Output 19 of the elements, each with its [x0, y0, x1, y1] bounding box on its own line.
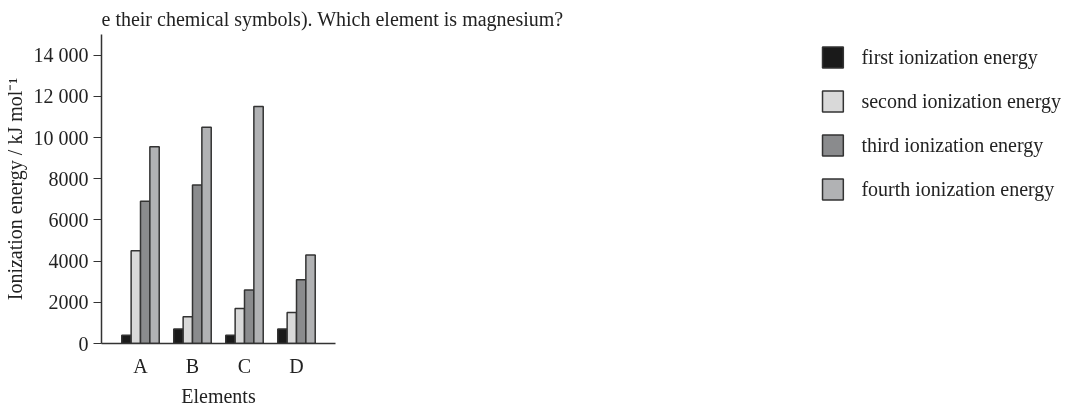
x-tick-label: C	[237, 354, 252, 377]
y-tick-label: 0	[78, 332, 89, 355]
legend-label: first ionization energy	[861, 45, 1038, 69]
y-tick-label: 14 000	[33, 44, 89, 67]
x-tick-label: D	[289, 354, 304, 377]
y-tick-label: 10 000	[33, 126, 89, 149]
y-tick-label: 4000	[48, 250, 89, 273]
legend-label: third ionization energy	[861, 133, 1044, 157]
x-axis-title: Elements	[181, 384, 256, 407]
y-tick-label: 8000	[48, 167, 89, 190]
y-tick-label: 6000	[48, 208, 89, 231]
legend-label: second ionization energy	[861, 89, 1061, 113]
y-tick-label: 12 000	[33, 85, 89, 108]
x-tick-label: B	[185, 354, 200, 377]
y-axis-title: Ionization energy / kJ mol⁻¹	[3, 77, 27, 301]
text: e their chemical symbols). Which element is magnesium?	[101, 7, 564, 31]
x-tick-label: A	[133, 354, 149, 377]
y-tick-label: 2000	[48, 291, 89, 314]
legend-label: fourth ionization energy	[861, 177, 1055, 201]
